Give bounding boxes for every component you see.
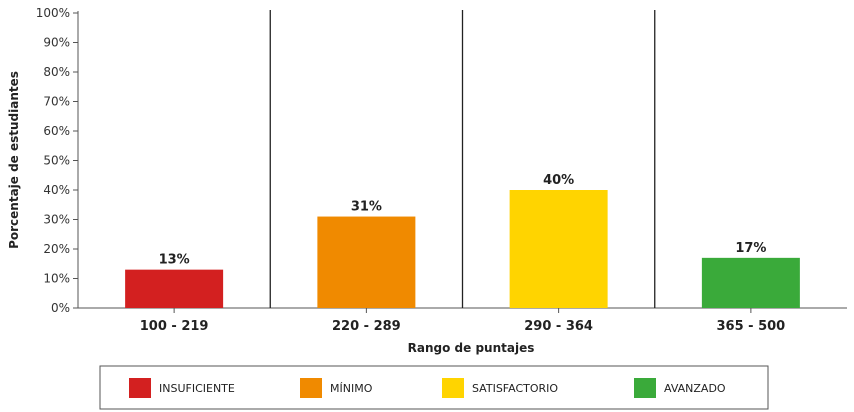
x-tick-label: 365 - 500: [717, 319, 786, 334]
legend-label: MÍNIMO: [330, 382, 373, 395]
x-tick-label: 100 - 219: [140, 319, 209, 334]
y-tick-label: 0%: [51, 301, 70, 315]
bars: 13% 31% 40% 17%: [125, 173, 800, 308]
y-tick-label: 100%: [36, 6, 70, 20]
y-tick-label: 50%: [43, 154, 70, 168]
x-tick-label: 290 - 364: [524, 319, 593, 334]
legend-swatch: [634, 378, 656, 398]
category-dividers: [269, 10, 656, 308]
bar: [701, 257, 800, 308]
bar-value-label: 17%: [735, 241, 766, 256]
y-axis: 0% 10% 20% 30% 40% 50% 60% 70% 80% 90% 100%: [36, 6, 79, 315]
y-tick-label: 70%: [43, 95, 70, 109]
y-tick-label: 60%: [43, 124, 70, 138]
y-tick-label: 80%: [43, 65, 70, 79]
x-axis: 100 - 219 220 - 289 290 - 364 365 - 500: [78, 307, 847, 334]
bar: [125, 269, 224, 308]
legend-swatch: [300, 378, 322, 398]
legend-swatch: [129, 378, 151, 398]
legend-label: INSUFICIENTE: [159, 382, 235, 395]
x-tick-label: 220 - 289: [332, 319, 401, 334]
y-tick-label: 30%: [43, 213, 70, 227]
bar-value-label: 40%: [543, 173, 574, 188]
legend-box: [99, 365, 769, 410]
y-tick-label: 20%: [43, 242, 70, 256]
y-axis-title: Porcentaje de estudiantes: [7, 71, 21, 249]
legend-swatch: [442, 378, 464, 398]
y-tick-label: 90%: [43, 36, 70, 50]
x-axis-title: Rango de puntajes: [408, 341, 535, 355]
legend-label: AVANZADO: [664, 382, 726, 395]
legend: INSUFICIENTE MÍNIMO SATISFACTORIO AVANZADO: [99, 365, 769, 410]
bar-value-label: 13%: [159, 253, 190, 268]
legend-label: SATISFACTORIO: [472, 382, 558, 395]
y-tick-label: 40%: [43, 183, 70, 197]
y-tick-label: 10%: [43, 272, 70, 286]
bar: [317, 216, 416, 308]
bar: [509, 190, 608, 308]
bar-value-label: 31%: [351, 200, 382, 215]
